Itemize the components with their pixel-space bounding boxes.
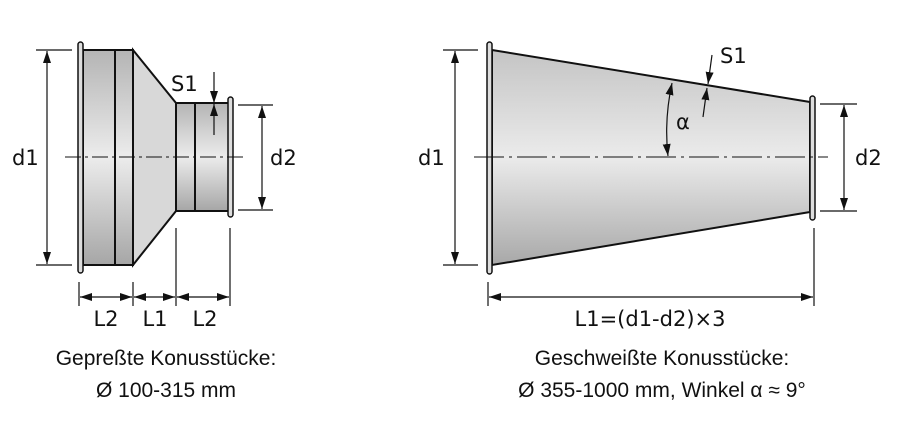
small-flange: [809, 95, 816, 221]
d1-label: d1: [418, 146, 445, 170]
caption-range: Ø 100-315 mm: [96, 379, 236, 402]
alpha-angle-arc: [662, 82, 674, 157]
l1-label: L1: [142, 307, 167, 331]
s1-arrow-bottom: [701, 87, 710, 118]
large-flange: [486, 41, 493, 275]
d1-label: d1: [12, 146, 39, 170]
caption-range: Ø 355-1000 mm, Winkel α ≈ 9°: [518, 379, 806, 402]
d2-label: d2: [270, 146, 297, 170]
d2-label: d2: [855, 146, 882, 170]
caption-title: Gepreßte Konusstücke:: [56, 347, 277, 370]
welded-cone-drawing: d1 d2 α S1 L1=(d1-d2)×3 Geschweißte Konu…: [418, 41, 882, 402]
l2-label: L2: [93, 307, 118, 331]
l1-formula-label: L1=(d1-d2)×3: [575, 307, 726, 331]
l2-label: L2: [192, 307, 217, 331]
s1-arrow-top: [705, 54, 714, 85]
s1-label: S1: [720, 44, 747, 68]
caption-title: Geschweißte Konusstücke:: [535, 347, 789, 370]
alpha-label: α: [676, 110, 690, 134]
pressed-cone-drawing: d1 d2 S1 L2 L1 L2 Gepreßte Konusstücke: …: [12, 41, 297, 402]
s1-label: S1: [171, 72, 198, 96]
